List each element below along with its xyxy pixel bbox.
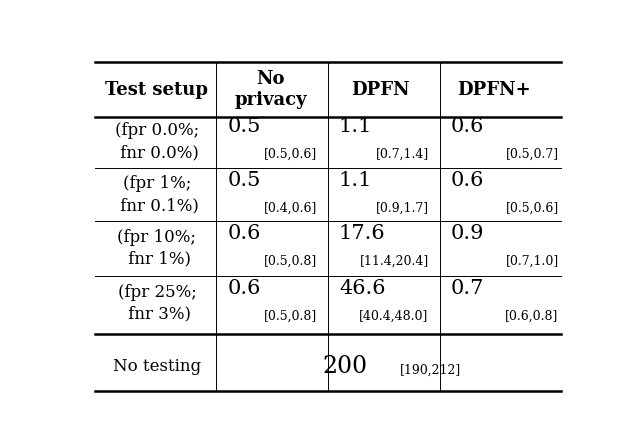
- Text: Test setup: Test setup: [106, 81, 209, 99]
- Text: 1.1: 1.1: [339, 118, 372, 136]
- Text: [0.7,1.0]: [0.7,1.0]: [506, 255, 559, 268]
- Text: [190,212]: [190,212]: [400, 364, 461, 377]
- Text: 1.1: 1.1: [339, 171, 372, 190]
- Text: DPFN+: DPFN+: [458, 81, 531, 99]
- Text: [0.7,1.4]: [0.7,1.4]: [376, 148, 429, 161]
- Text: 17.6: 17.6: [339, 224, 385, 243]
- Text: (fpr 1%;
 fnr 0.1%): (fpr 1%; fnr 0.1%): [115, 175, 199, 215]
- Text: 200: 200: [323, 355, 368, 378]
- Text: [11.4,20.4]: [11.4,20.4]: [360, 255, 429, 268]
- Text: [0.5,0.6]: [0.5,0.6]: [264, 148, 317, 161]
- Text: 0.6: 0.6: [451, 171, 484, 190]
- Text: 0.6: 0.6: [227, 279, 260, 298]
- Text: [0.5,0.8]: [0.5,0.8]: [264, 310, 317, 323]
- Text: (fpr 10%;
 fnr 1%): (fpr 10%; fnr 1%): [118, 228, 196, 268]
- Text: [40.4,48.0]: [40.4,48.0]: [359, 310, 429, 323]
- Text: 0.9: 0.9: [451, 224, 484, 243]
- Text: (fpr 0.0%;
 fnr 0.0%): (fpr 0.0%; fnr 0.0%): [115, 122, 199, 161]
- Text: (fpr 25%;
 fnr 3%): (fpr 25%; fnr 3%): [118, 283, 196, 323]
- Text: [0.5,0.7]: [0.5,0.7]: [506, 148, 559, 161]
- Text: No testing: No testing: [113, 358, 201, 375]
- Text: [0.5,0.8]: [0.5,0.8]: [264, 255, 317, 268]
- Text: No
privacy: No privacy: [235, 70, 307, 109]
- Text: 0.5: 0.5: [227, 171, 260, 190]
- Text: 0.5: 0.5: [227, 118, 260, 136]
- Text: [0.9,1.7]: [0.9,1.7]: [376, 201, 429, 215]
- Text: 0.6: 0.6: [451, 118, 484, 136]
- Text: [0.6,0.8]: [0.6,0.8]: [505, 310, 559, 323]
- Text: DPFN: DPFN: [351, 81, 410, 99]
- Text: 0.7: 0.7: [451, 279, 484, 298]
- Text: [0.4,0.6]: [0.4,0.6]: [264, 201, 317, 215]
- Text: [0.5,0.6]: [0.5,0.6]: [506, 201, 559, 215]
- Text: 0.6: 0.6: [227, 224, 260, 243]
- Text: 46.6: 46.6: [339, 279, 385, 298]
